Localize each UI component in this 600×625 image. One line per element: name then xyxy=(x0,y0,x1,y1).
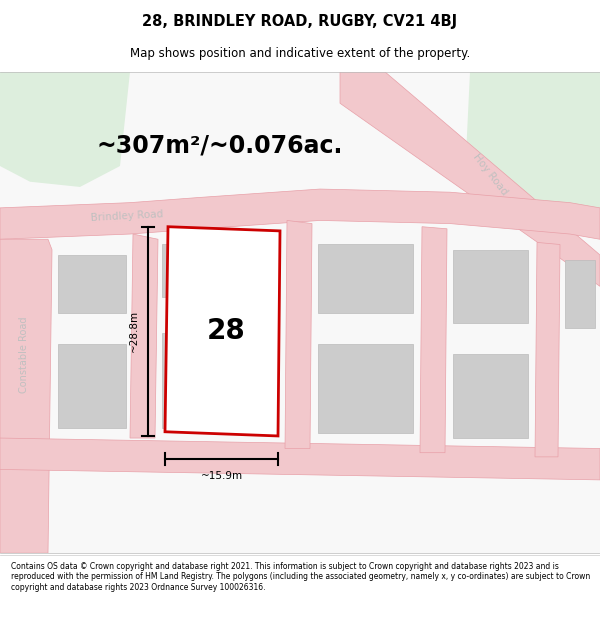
Polygon shape xyxy=(0,72,130,187)
Polygon shape xyxy=(285,221,312,449)
Polygon shape xyxy=(465,72,600,229)
Polygon shape xyxy=(0,438,600,480)
Text: Contains OS data © Crown copyright and database right 2021. This information is : Contains OS data © Crown copyright and d… xyxy=(11,562,590,591)
Bar xyxy=(453,354,528,438)
Text: Hoy Road: Hoy Road xyxy=(471,152,509,197)
Text: ~307m²/~0.076ac.: ~307m²/~0.076ac. xyxy=(97,133,343,157)
Text: Map shows position and indicative extent of the property.: Map shows position and indicative extent… xyxy=(130,48,470,61)
Bar xyxy=(565,260,595,328)
Polygon shape xyxy=(130,234,158,438)
Polygon shape xyxy=(535,242,560,457)
Text: Brindley Road: Brindley Road xyxy=(90,209,163,223)
Polygon shape xyxy=(0,239,52,553)
Text: ~15.9m: ~15.9m xyxy=(200,471,242,481)
Bar xyxy=(58,344,126,428)
Bar xyxy=(453,250,528,323)
Bar xyxy=(58,255,126,312)
Text: Constable Road: Constable Road xyxy=(19,316,29,392)
Bar xyxy=(162,333,242,428)
Polygon shape xyxy=(420,227,447,452)
Polygon shape xyxy=(340,72,600,286)
Bar xyxy=(318,244,413,312)
Bar xyxy=(318,344,413,432)
Text: 28, BRINDLEY ROAD, RUGBY, CV21 4BJ: 28, BRINDLEY ROAD, RUGBY, CV21 4BJ xyxy=(142,14,458,29)
Text: 28: 28 xyxy=(206,318,245,346)
Bar xyxy=(162,244,242,297)
Polygon shape xyxy=(0,189,600,239)
Text: ~28.8m: ~28.8m xyxy=(129,310,139,352)
Polygon shape xyxy=(165,227,280,436)
